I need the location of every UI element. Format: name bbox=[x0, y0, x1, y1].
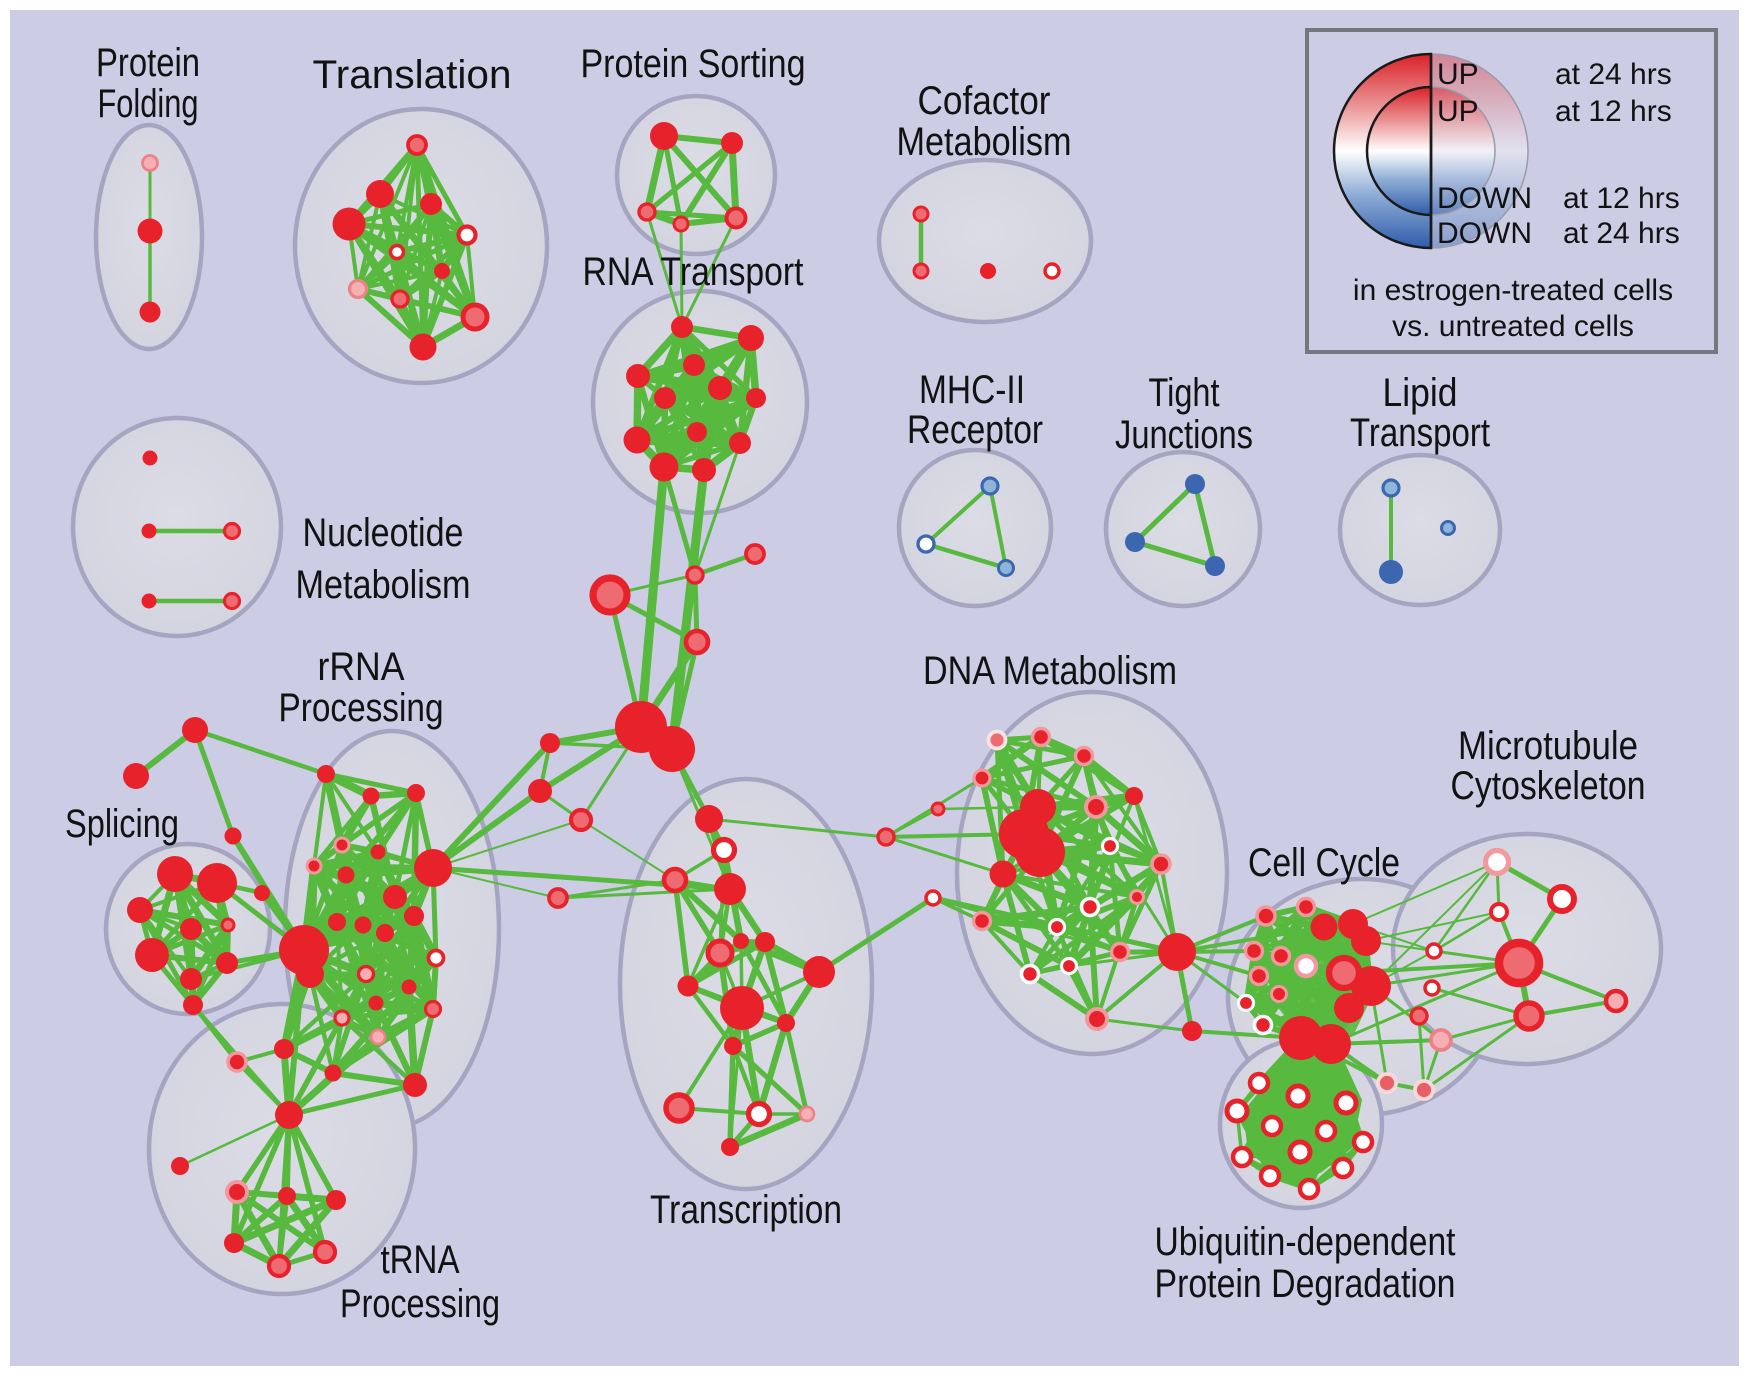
svg-text:Nucleotide: Nucleotide bbox=[303, 511, 464, 555]
svg-text:Transport: Transport bbox=[1350, 411, 1490, 455]
svg-text:at 12 hrs: at 12 hrs bbox=[1563, 182, 1680, 215]
svg-text:Protein Degradation: Protein Degradation bbox=[1155, 1262, 1456, 1306]
svg-text:Processing: Processing bbox=[279, 686, 444, 730]
svg-text:Splicing: Splicing bbox=[65, 802, 179, 846]
svg-text:Folding: Folding bbox=[98, 82, 199, 126]
svg-text:Junctions: Junctions bbox=[1115, 413, 1253, 457]
svg-text:Protein: Protein bbox=[96, 41, 200, 85]
svg-text:DNA Metabolism: DNA Metabolism bbox=[923, 649, 1177, 693]
svg-text:tRNA: tRNA bbox=[381, 1238, 460, 1282]
svg-text:Metabolism: Metabolism bbox=[897, 120, 1072, 164]
svg-text:DOWN: DOWN bbox=[1437, 217, 1532, 250]
svg-text:Receptor: Receptor bbox=[907, 408, 1043, 452]
svg-text:Processing: Processing bbox=[340, 1282, 500, 1326]
svg-text:Translation: Translation bbox=[313, 53, 512, 97]
svg-text:vs. untreated cells: vs. untreated cells bbox=[1392, 310, 1634, 343]
svg-text:Cofactor: Cofactor bbox=[918, 79, 1051, 123]
svg-text:MHC-II: MHC-II bbox=[919, 368, 1025, 412]
svg-text:UP: UP bbox=[1437, 95, 1479, 128]
svg-text:at 24 hrs: at 24 hrs bbox=[1563, 217, 1680, 250]
svg-text:Tight: Tight bbox=[1149, 371, 1220, 415]
svg-text:Cytoskeleton: Cytoskeleton bbox=[1451, 764, 1646, 808]
svg-text:Transcription: Transcription bbox=[650, 1188, 842, 1232]
svg-text:Lipid: Lipid bbox=[1383, 371, 1458, 415]
svg-text:in estrogen-treated cells: in estrogen-treated cells bbox=[1353, 274, 1673, 307]
svg-text:Microtubule: Microtubule bbox=[1458, 724, 1638, 768]
svg-text:RNA Transport: RNA Transport bbox=[583, 250, 804, 294]
svg-text:UP: UP bbox=[1437, 58, 1479, 91]
svg-text:Ubiquitin-dependent: Ubiquitin-dependent bbox=[1155, 1220, 1456, 1264]
svg-text:Metabolism: Metabolism bbox=[296, 563, 471, 607]
svg-text:DOWN: DOWN bbox=[1437, 182, 1532, 215]
svg-text:rRNA: rRNA bbox=[318, 645, 405, 689]
svg-text:Cell Cycle: Cell Cycle bbox=[1248, 841, 1400, 885]
svg-text:Protein Sorting: Protein Sorting bbox=[581, 42, 806, 86]
svg-text:at 24 hrs: at 24 hrs bbox=[1555, 58, 1672, 91]
svg-text:at 12 hrs: at 12 hrs bbox=[1555, 95, 1672, 128]
